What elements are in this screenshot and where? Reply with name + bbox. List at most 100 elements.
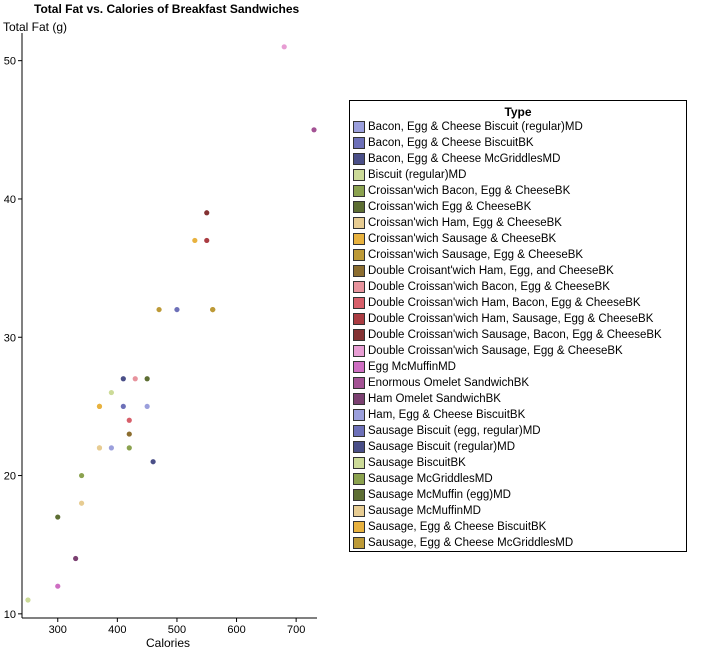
data-point — [311, 127, 317, 133]
legend-swatch — [353, 537, 365, 549]
data-point — [78, 500, 85, 506]
legend-swatch — [353, 425, 365, 437]
legend-label: Sausage McMuffinMD — [368, 505, 481, 517]
y-tick-label: 10 — [4, 609, 16, 621]
data-point — [150, 459, 156, 465]
y-tick-label: 30 — [4, 332, 16, 344]
legend-label: Sausage McMuffin (egg)MD — [368, 489, 511, 501]
legend-item: Enormous Omelet SandwichBK — [353, 375, 686, 391]
legend-swatch — [353, 473, 365, 485]
legend-swatch — [353, 377, 365, 389]
legend-swatch — [353, 393, 365, 405]
legend-swatch — [353, 121, 365, 133]
legend-label: Croissan'wich Egg & CheeseBK — [368, 201, 532, 213]
legend-item: Ham Omelet SandwichBK — [353, 391, 686, 407]
legend-item: Double Croissan'wich Bacon, Egg & Cheese… — [353, 279, 686, 295]
legend-item: Croissan'wich Sausage & CheeseBK — [353, 231, 686, 247]
legend-title: Type — [504, 105, 532, 119]
data-point — [126, 417, 132, 423]
legend-swatch — [353, 457, 365, 469]
data-point — [120, 376, 126, 382]
legend-item: Bacon, Egg & Cheese Biscuit (regular)MD — [353, 119, 686, 135]
legend-label: Bacon, Egg & Cheese McGriddlesMD — [368, 153, 561, 165]
legend-item: Double Croisant'wich Ham, Egg, and Chees… — [353, 263, 686, 279]
legend-swatch — [353, 521, 365, 533]
legend-item: Sausage BiscuitBK — [353, 455, 686, 471]
legend-item: Double Croissan'wich Sausage, Bacon, Egg… — [353, 327, 686, 343]
legend-item: Croissan'wich Egg & CheeseBK — [353, 199, 686, 215]
legend-item: Sausage Biscuit (regular)MD — [353, 439, 686, 455]
legend-item: Ham, Egg & Cheese BiscuitBK — [353, 407, 686, 423]
legend-label: Double Croissan'wich Ham, Sausage, Egg &… — [368, 313, 654, 325]
x-tick-label: 700 — [287, 624, 305, 636]
legend-item: Double Croissan'wich Sausage, Egg & Chee… — [353, 343, 686, 359]
legend-swatch — [353, 185, 365, 197]
legend-label: Double Croissan'wich Ham, Bacon, Egg & C… — [368, 297, 641, 309]
legend-label: Croissan'wich Bacon, Egg & CheeseBK — [368, 185, 571, 197]
legend-label: Egg McMuffinMD — [368, 361, 456, 373]
legend-item: Double Croissan'wich Ham, Sausage, Egg &… — [353, 311, 686, 327]
legend-swatch — [353, 169, 365, 181]
legend-item: Sausage McMuffinMD — [353, 503, 686, 519]
legend-label: Enormous Omelet SandwichBK — [368, 377, 530, 389]
data-point — [126, 445, 132, 451]
x-tick-label: 300 — [49, 624, 67, 636]
legend-swatch — [353, 329, 365, 341]
legend-swatch — [353, 249, 365, 261]
legend-swatch — [353, 505, 365, 517]
legend-swatch — [353, 217, 365, 229]
legend-label: Double Croissan'wich Sausage, Egg & Chee… — [368, 345, 623, 357]
legend-swatch — [353, 153, 365, 165]
legend-label: Croissan'wich Ham, Egg & CheeseBK — [368, 217, 562, 229]
legend: Type Bacon, Egg & Cheese Biscuit (regula… — [349, 100, 687, 552]
data-point — [281, 44, 287, 50]
legend-item: Croissan'wich Ham, Egg & CheeseBK — [353, 215, 686, 231]
legend-item: Sausage, Egg & Cheese McGriddlesMD — [353, 535, 686, 551]
data-point — [120, 403, 126, 410]
legend-swatch — [353, 201, 365, 213]
legend-label: Ham, Egg & Cheese BiscuitBK — [368, 409, 526, 421]
data-point — [78, 472, 85, 479]
legend-item: Biscuit (regular)MD — [353, 167, 686, 183]
legend-label: Sausage, Egg & Cheese BiscuitBK — [368, 521, 547, 533]
data-point — [144, 403, 150, 410]
legend-label: Double Croissan'wich Bacon, Egg & Cheese… — [368, 281, 610, 293]
y-tick-label: 40 — [4, 194, 16, 206]
data-point — [132, 376, 138, 382]
data-point — [55, 514, 61, 520]
legend-item: Croissan'wich Bacon, Egg & CheeseBK — [353, 183, 686, 199]
legend-swatch — [353, 489, 365, 501]
x-tick-label: 400 — [108, 624, 126, 636]
chart-title: Total Fat vs. Calories of Breakfast Sand… — [34, 2, 300, 16]
legend-label: Sausage, Egg & Cheese McGriddlesMD — [368, 537, 574, 549]
legend-label: Croissan'wich Sausage, Egg & CheeseBK — [368, 249, 584, 261]
legend-item: Double Croissan'wich Ham, Bacon, Egg & C… — [353, 295, 686, 311]
data-point — [126, 431, 132, 437]
data-point — [192, 237, 198, 244]
legend-swatch — [353, 409, 365, 421]
data-point — [108, 445, 114, 451]
data-point — [204, 237, 210, 244]
legend-item: Sausage, Egg & Cheese BiscuitBK — [353, 519, 686, 535]
data-point — [174, 306, 180, 313]
data-point — [55, 583, 61, 589]
legend-swatch — [353, 281, 365, 293]
legend-swatch — [353, 265, 365, 277]
legend-swatch — [353, 137, 365, 149]
x-axis-label: Calories — [146, 636, 191, 650]
y-tick-label: 20 — [4, 471, 16, 483]
legend-swatch — [353, 313, 365, 325]
legend-swatch — [353, 361, 365, 373]
legend-label: Croissan'wich Sausage & CheeseBK — [368, 233, 557, 245]
legend-label: Sausage Biscuit (egg, regular)MD — [368, 425, 541, 437]
y-tick-label: 50 — [4, 56, 16, 68]
data-point — [144, 376, 150, 382]
legend-swatch — [353, 233, 365, 245]
legend-label: Sausage Biscuit (regular)MD — [368, 441, 516, 453]
legend-item: Sausage McMuffin (egg)MD — [353, 487, 686, 503]
legend-label: Double Croisant'wich Ham, Egg, and Chees… — [368, 265, 614, 277]
legend-item: Bacon, Egg & Cheese McGriddlesMD — [353, 151, 686, 167]
legend-swatch — [353, 345, 365, 357]
x-tick-label: 500 — [168, 624, 186, 636]
data-point — [210, 306, 216, 313]
